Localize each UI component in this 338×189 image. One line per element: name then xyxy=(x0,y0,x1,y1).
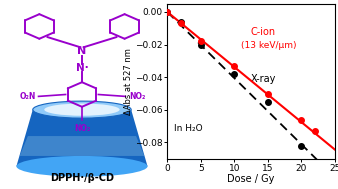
Ellipse shape xyxy=(16,156,148,177)
Text: NO₂: NO₂ xyxy=(74,124,90,133)
Ellipse shape xyxy=(44,104,120,116)
Text: X-ray: X-ray xyxy=(251,74,276,84)
Text: (13 keV/μm): (13 keV/μm) xyxy=(241,41,296,50)
Y-axis label: ΔAbs at 527 nm: ΔAbs at 527 nm xyxy=(124,48,134,115)
Polygon shape xyxy=(16,110,147,166)
Text: C-ion: C-ion xyxy=(251,27,276,37)
Polygon shape xyxy=(20,136,144,156)
Text: DPPH·/β-CD: DPPH·/β-CD xyxy=(50,173,114,183)
Text: O₂N: O₂N xyxy=(20,92,36,101)
Text: N·: N· xyxy=(76,63,88,73)
Ellipse shape xyxy=(33,101,131,118)
Text: NO₂: NO₂ xyxy=(129,92,146,101)
Text: N: N xyxy=(77,46,87,56)
X-axis label: Dose / Gy: Dose / Gy xyxy=(227,174,275,184)
Text: In H₂O: In H₂O xyxy=(174,124,202,133)
